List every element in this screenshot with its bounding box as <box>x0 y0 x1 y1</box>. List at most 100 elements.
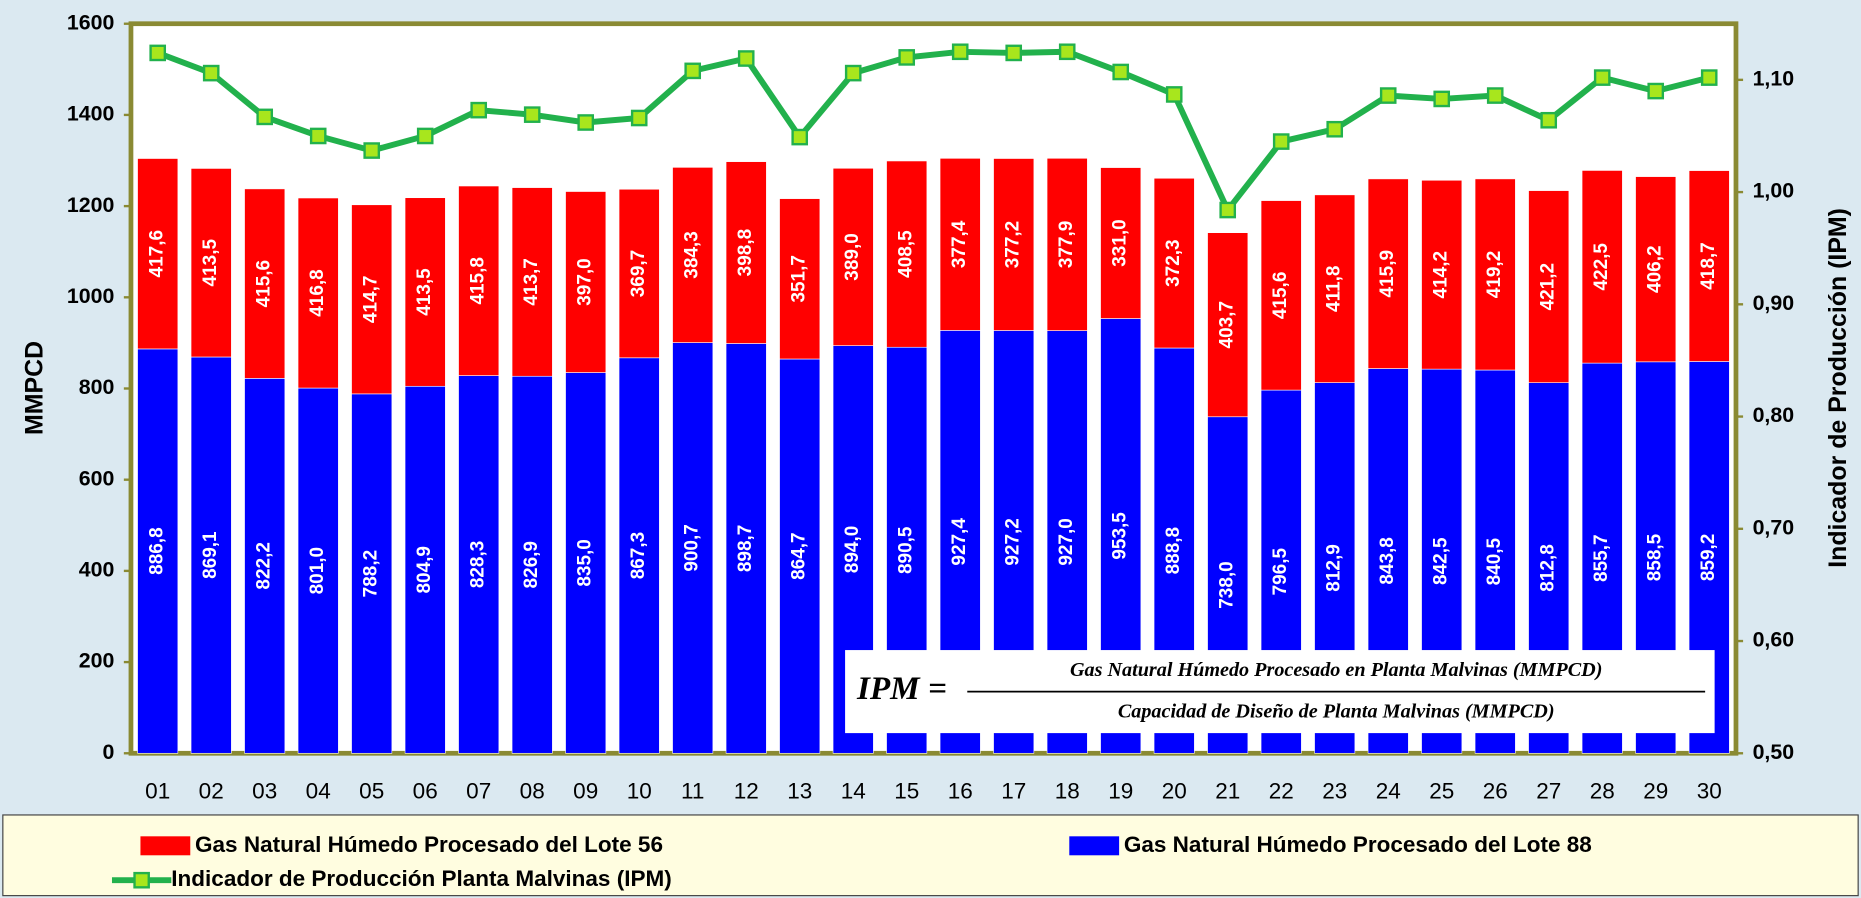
bar-label: 804,9 <box>414 546 435 593</box>
bar-label: 843,8 <box>1377 537 1398 584</box>
y2-tick-label: 0,60 <box>1753 628 1795 652</box>
marker <box>202 64 220 82</box>
bar-segment <box>725 343 767 754</box>
marker <box>1379 87 1397 104</box>
x-tick-label: 25 <box>1429 778 1454 803</box>
legend-swatch <box>140 836 191 856</box>
bar-label: 415,6 <box>254 260 275 307</box>
bar-segment <box>1100 167 1142 319</box>
bar-segment <box>886 160 928 348</box>
bar-segment <box>672 167 714 343</box>
y2-tick-label: 0,50 <box>1753 740 1795 764</box>
bar-segment <box>1421 179 1463 370</box>
x-tick-label: 07 <box>466 778 491 803</box>
bar-label: 372,3 <box>1163 239 1184 286</box>
bar-segment <box>832 167 874 346</box>
bar-label: 369,7 <box>628 250 649 297</box>
bar-label: 397,0 <box>575 258 596 305</box>
bar-label: 869,1 <box>200 531 221 579</box>
bar-segment <box>1635 176 1677 363</box>
x-tick-label: 01 <box>145 778 170 803</box>
bar-label: 927,2 <box>1003 518 1024 565</box>
bar-segment <box>1367 178 1409 369</box>
bar-label: 389,0 <box>842 233 863 280</box>
marker <box>416 127 434 145</box>
bar-segment <box>725 161 767 344</box>
marker <box>1326 120 1344 138</box>
marker <box>1272 133 1290 150</box>
legend-label: Gas Natural Húmedo Procesado del Lote 56 <box>195 832 663 857</box>
x-tick-label: 04 <box>306 778 331 803</box>
bar-segment <box>244 378 286 754</box>
bar-segment <box>137 348 179 754</box>
bar-segment <box>1207 232 1249 418</box>
marker <box>898 49 916 66</box>
formula: IPM = Gas Natural Húmedo Procesado en Pla… <box>845 650 1715 734</box>
bar-segment <box>1474 178 1516 371</box>
bar-label: 859,2 <box>1698 534 1719 581</box>
bar-label: 822,2 <box>254 542 275 589</box>
x-tick-label: 24 <box>1376 778 1401 803</box>
x-tick-label: 12 <box>734 778 759 803</box>
x-tick-label: 27 <box>1536 778 1561 803</box>
x-tick-label: 06 <box>413 778 438 803</box>
x-tick-label: 26 <box>1483 778 1508 803</box>
bar-segment <box>404 197 446 387</box>
bar-segment <box>779 358 821 754</box>
marker <box>1700 69 1718 86</box>
y-tick-label: 800 <box>79 375 115 399</box>
bar-segment <box>1260 200 1302 391</box>
bar-segment <box>297 197 339 389</box>
x-tick-label: 16 <box>948 778 973 803</box>
bar-segment <box>779 198 821 360</box>
bar-segment <box>351 393 393 754</box>
bar-segment <box>404 385 446 754</box>
bar-label: 898,7 <box>735 525 756 572</box>
y-tick-label: 1000 <box>67 284 114 308</box>
bar-segment <box>458 185 500 376</box>
legend-label: Gas Natural Húmedo Procesado del Lote 88 <box>1124 832 1592 857</box>
x-tick-label: 28 <box>1590 778 1615 803</box>
marker <box>1112 63 1130 81</box>
y2-tick-label: 1,00 <box>1753 179 1795 203</box>
x-tick-label: 03 <box>252 778 277 803</box>
bar-label: 886,8 <box>147 527 168 574</box>
bar-label: 900,7 <box>682 524 703 571</box>
y-tick-label: 200 <box>79 649 115 673</box>
formula-lhs: IPM = <box>856 670 947 707</box>
marker <box>1058 43 1076 61</box>
bar-label: 812,9 <box>1324 544 1345 591</box>
bar-segment <box>511 375 553 754</box>
marker <box>1540 111 1558 129</box>
legend-label: Indicador de Producción Planta Malvinas … <box>171 866 671 891</box>
marker <box>1219 201 1237 219</box>
marker <box>684 62 702 80</box>
marker <box>577 114 595 131</box>
marker <box>523 106 541 123</box>
bar-label: 417,6 <box>147 230 168 277</box>
x-tick-label: 02 <box>199 778 224 803</box>
bar-label: 419,2 <box>1484 251 1505 298</box>
x-tick-label: 08 <box>520 778 545 803</box>
bar-label: 413,7 <box>521 258 542 305</box>
y-tick-label: 1200 <box>67 193 114 217</box>
x-tick-label: 15 <box>894 778 919 803</box>
x-tick-label: 17 <box>1001 778 1026 803</box>
bar-label: 384,3 <box>682 231 703 278</box>
marker <box>844 64 862 82</box>
x-tick-label: 30 <box>1697 778 1722 803</box>
bar-label: 406,2 <box>1645 245 1666 292</box>
bar-label: 864,7 <box>789 532 810 579</box>
x-tick-label: 23 <box>1322 778 1347 803</box>
legend-marker <box>133 871 150 889</box>
marker <box>1593 69 1611 86</box>
line <box>156 48 1710 216</box>
bar-label: 418,7 <box>1698 242 1719 289</box>
bar-label: 377,4 <box>949 220 970 268</box>
x-tick-label: 20 <box>1162 778 1187 803</box>
bar-label: 398,8 <box>735 229 756 276</box>
bar-segment <box>993 158 1035 331</box>
bar-segment <box>1528 190 1570 383</box>
marker <box>1005 44 1023 62</box>
bar-label: 351,7 <box>789 255 810 302</box>
